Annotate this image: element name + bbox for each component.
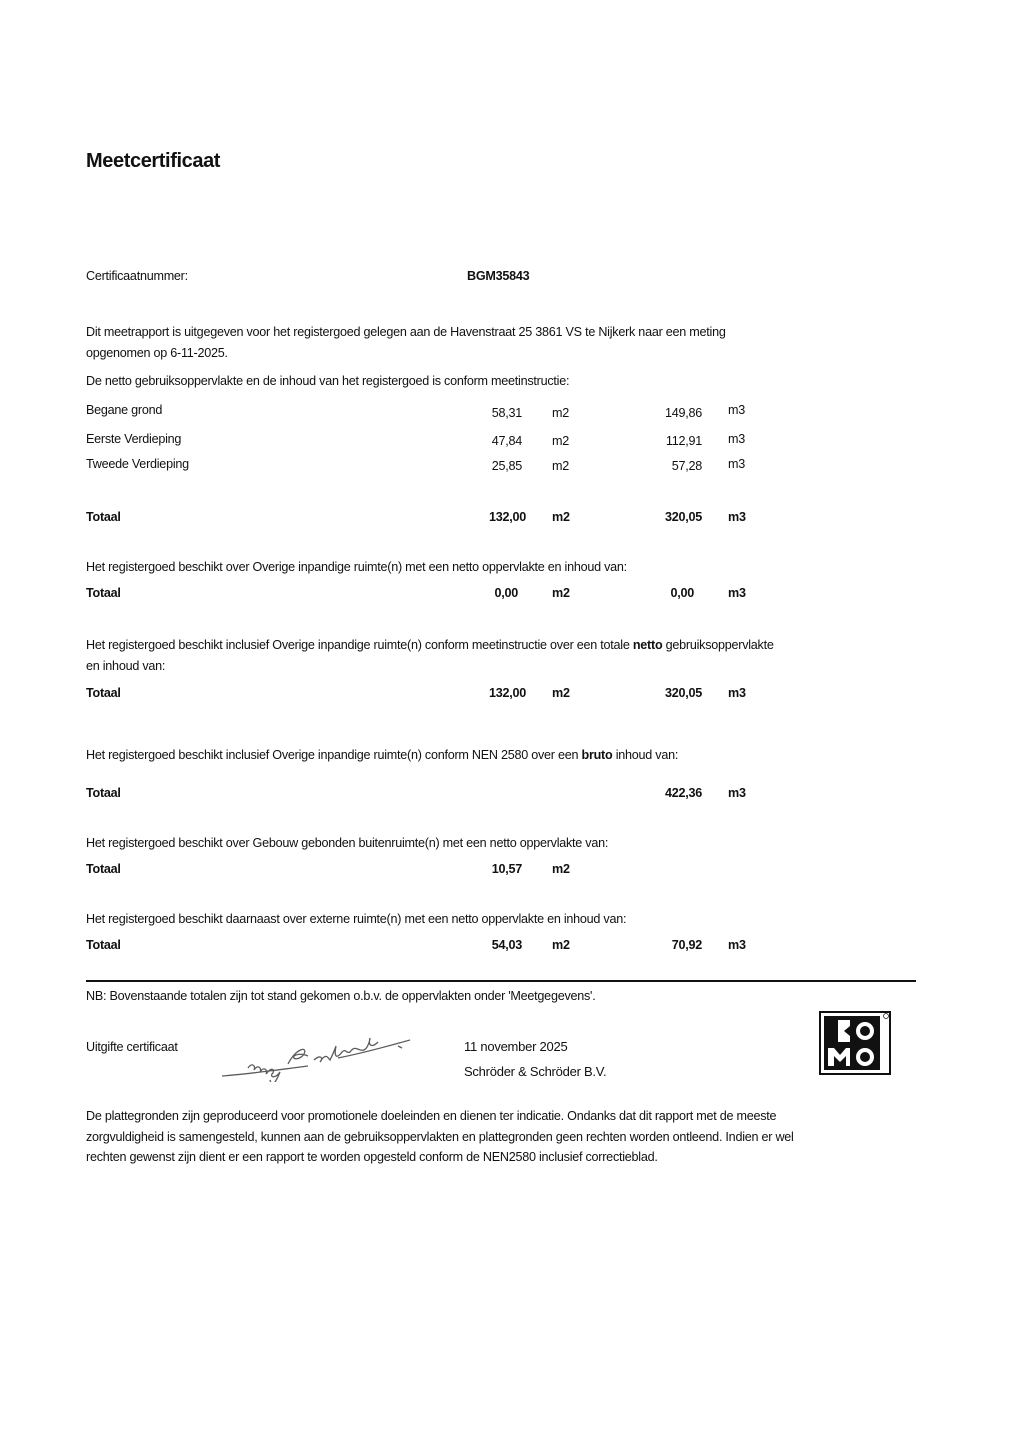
area-unit: m2 — [552, 459, 569, 473]
volume-unit: m3 — [728, 457, 745, 471]
total-volume: 320,05 — [664, 510, 702, 524]
floor-volume: 149,86 — [664, 406, 702, 420]
area-unit: m2 — [552, 510, 570, 524]
total-area: 10,57 — [491, 862, 523, 876]
issue-date: 11 november 2025 — [464, 1039, 568, 1054]
area-unit: m2 — [552, 406, 569, 420]
bold-text: netto — [632, 638, 663, 652]
bruto-text: Het registergoed beschikt inclusief Over… — [86, 747, 678, 763]
floor-name: Tweede Verdieping — [86, 457, 189, 471]
volume-unit: m3 — [728, 510, 746, 524]
bold-text: bruto — [581, 748, 613, 762]
total-label: Totaal — [86, 862, 121, 876]
total-label: Totaal — [86, 938, 121, 952]
divider — [86, 980, 916, 982]
floor-volume: 57,28 — [671, 459, 703, 473]
area-unit: m2 — [552, 686, 570, 700]
text: gebruiksoppervlakte en inhoud van: — [86, 638, 774, 673]
total-volume: 0,00 — [670, 586, 694, 600]
issue-company: Schröder & Schröder B.V. — [464, 1064, 607, 1079]
floor-name: Eerste Verdieping — [86, 432, 182, 446]
volume-unit: m3 — [728, 432, 745, 446]
total-area: 132,00 — [488, 510, 526, 524]
page-title: Meetcertificaat — [86, 150, 221, 172]
area-unit: m2 — [552, 862, 570, 876]
text: Het registergoed beschikt inclusief Over… — [86, 748, 582, 762]
total-label: Totaal — [86, 786, 121, 800]
total-area: 0,00 — [494, 586, 518, 600]
volume-unit: m3 — [728, 938, 746, 952]
area-unit: m2 — [552, 586, 570, 600]
text: inhoud van: — [612, 748, 679, 762]
intro-text: Dit meetrapport is uitgegeven voor het r… — [86, 325, 726, 360]
extern-text: Het registergoed beschikt daarnaast over… — [86, 912, 627, 926]
total-volume: 422,36 — [664, 786, 702, 800]
disclaimer: De plattegronden zijn geproduceerd voor … — [86, 1109, 794, 1164]
total-area: 54,03 — [491, 938, 523, 952]
area-unit: m2 — [552, 434, 569, 448]
netto-intro: De netto gebruiksoppervlakte en de inhou… — [86, 374, 570, 388]
total-area: 132,00 — [488, 686, 526, 700]
issue-label: Uitgifte certificaat — [86, 1040, 178, 1054]
total-label: Totaal — [86, 586, 121, 600]
volume-unit: m3 — [728, 786, 746, 800]
total-volume: 70,92 — [671, 938, 703, 952]
floor-area: 25,85 — [491, 459, 523, 473]
floor-area: 58,31 — [491, 406, 523, 420]
inclusief-netto-text: Het registergoed beschikt inclusief Over… — [86, 635, 776, 676]
total-label: Totaal — [86, 686, 121, 700]
text: Het registergoed beschikt inclusief Over… — [86, 638, 633, 652]
floor-name: Begane grond — [86, 403, 163, 417]
note: NB: Bovenstaande totalen zijn tot stand … — [86, 989, 596, 1003]
komo-logo — [819, 1011, 891, 1075]
floor-area: 47,84 — [491, 434, 523, 448]
volume-unit: m3 — [728, 586, 746, 600]
volume-unit: m3 — [728, 686, 746, 700]
total-volume: 320,05 — [664, 686, 702, 700]
signature — [221, 1037, 411, 1082]
overige-text: Het registergoed beschikt over Overige i… — [86, 560, 627, 574]
area-unit: m2 — [552, 938, 570, 952]
certificate-number: BGM35843 — [467, 269, 530, 283]
total-label: Totaal — [86, 510, 121, 524]
volume-unit: m3 — [728, 403, 745, 417]
certificate-label: Certificaatnummer: — [86, 269, 188, 283]
floor-volume: 112,91 — [665, 434, 702, 448]
buiten-text: Het registergoed beschikt over Gebouw ge… — [86, 836, 609, 850]
